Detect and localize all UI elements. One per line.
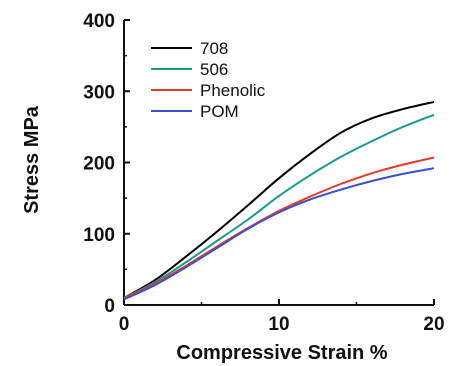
legend: 708 506 Phenolic POM <box>151 39 266 121</box>
x-axis-ticks: 0 10 20 <box>119 299 445 335</box>
series-lines <box>123 100 435 301</box>
legend-label-708: 708 <box>200 39 228 58</box>
x-axis-title: Compressive Strain % <box>176 342 387 364</box>
y-axis-ticks: 0 100 200 300 400 <box>83 11 130 317</box>
y-tick-label: 300 <box>83 82 115 103</box>
legend-label-phenolic: Phenolic <box>200 81 266 100</box>
x-tick-label: 20 <box>423 314 444 335</box>
series-line-phenolic <box>123 156 435 299</box>
y-tick-label: 0 <box>104 296 115 317</box>
x-tick-label: 0 <box>119 314 130 335</box>
series-line-506 <box>123 113 435 299</box>
y-tick-label: 400 <box>83 11 115 32</box>
y-tick-label: 200 <box>83 154 115 175</box>
legend-label-pom: POM <box>200 102 239 121</box>
series-line-708 <box>123 100 435 299</box>
y-tick-label: 100 <box>83 225 115 246</box>
legend-label-506: 506 <box>200 60 228 79</box>
x-tick-label: 10 <box>268 314 289 335</box>
plot-frame <box>123 20 434 306</box>
series-line-pom <box>123 167 435 301</box>
y-axis-title: Stress MPa <box>21 105 43 214</box>
